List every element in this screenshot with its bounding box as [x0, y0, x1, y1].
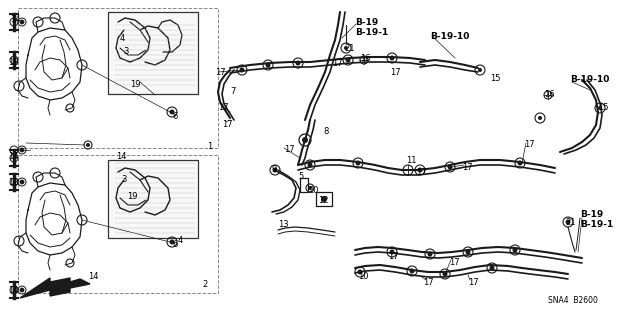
Text: B-19-10: B-19-10: [430, 32, 469, 41]
Circle shape: [598, 106, 602, 110]
Bar: [108, 160, 198, 238]
Circle shape: [355, 160, 360, 166]
Circle shape: [266, 63, 271, 68]
Text: 17: 17: [462, 163, 472, 172]
Circle shape: [321, 196, 327, 202]
Text: 9: 9: [272, 165, 277, 174]
Bar: [108, 12, 198, 94]
Text: 18: 18: [8, 178, 19, 187]
Bar: [18, 8, 218, 148]
Text: B-19
B-19-1: B-19 B-19-1: [580, 210, 613, 229]
Bar: [18, 155, 218, 293]
Text: 17: 17: [218, 103, 228, 112]
Circle shape: [296, 61, 301, 65]
Circle shape: [513, 248, 518, 253]
Text: 17: 17: [388, 252, 399, 261]
Text: 13: 13: [278, 220, 289, 229]
Circle shape: [566, 219, 570, 225]
Circle shape: [344, 46, 348, 50]
Circle shape: [390, 56, 394, 61]
Text: 8: 8: [323, 127, 328, 136]
Circle shape: [428, 251, 433, 256]
Circle shape: [20, 19, 24, 24]
Circle shape: [170, 240, 175, 244]
Text: 18: 18: [8, 58, 19, 67]
Circle shape: [86, 143, 90, 147]
Circle shape: [442, 271, 447, 277]
Circle shape: [410, 269, 415, 273]
Text: 17: 17: [284, 145, 294, 154]
Text: 2: 2: [202, 280, 207, 289]
Circle shape: [447, 165, 452, 169]
Circle shape: [20, 148, 24, 152]
Circle shape: [308, 186, 312, 190]
Circle shape: [417, 167, 422, 173]
Text: 16: 16: [544, 90, 555, 99]
Circle shape: [538, 116, 542, 120]
Text: 16: 16: [360, 54, 371, 63]
Text: 17: 17: [390, 68, 401, 77]
Text: 12: 12: [318, 196, 328, 205]
Text: 15: 15: [598, 103, 609, 112]
Circle shape: [273, 167, 278, 173]
Circle shape: [346, 57, 351, 63]
Text: 6: 6: [172, 112, 177, 121]
Polygon shape: [20, 278, 90, 298]
Text: 10: 10: [358, 272, 369, 281]
Text: 1: 1: [207, 142, 212, 151]
Circle shape: [170, 109, 175, 115]
Text: 7: 7: [230, 87, 236, 96]
Text: 3: 3: [123, 47, 129, 56]
Circle shape: [20, 288, 24, 293]
Circle shape: [239, 68, 244, 72]
Text: 3: 3: [121, 175, 126, 184]
Text: 4: 4: [120, 34, 125, 43]
Text: 14: 14: [8, 152, 19, 161]
Text: 19: 19: [127, 192, 138, 201]
Text: 14: 14: [88, 272, 99, 281]
Circle shape: [518, 160, 522, 166]
Text: 14: 14: [10, 15, 20, 24]
Text: B-19-10: B-19-10: [570, 75, 609, 84]
Text: 17: 17: [222, 120, 232, 129]
Text: 20: 20: [308, 186, 319, 195]
Circle shape: [307, 162, 312, 167]
Circle shape: [465, 249, 470, 255]
Text: 14: 14: [8, 286, 19, 295]
Text: 17: 17: [449, 258, 460, 267]
Text: 14: 14: [116, 152, 127, 161]
Text: 4: 4: [178, 236, 183, 245]
Circle shape: [302, 137, 308, 143]
Text: 6: 6: [172, 240, 177, 249]
Text: 5: 5: [298, 172, 303, 181]
Text: 21: 21: [565, 218, 575, 227]
Circle shape: [390, 249, 394, 255]
Circle shape: [490, 265, 495, 271]
Text: 19: 19: [130, 80, 141, 89]
Text: 17: 17: [332, 59, 342, 68]
Circle shape: [478, 68, 482, 72]
Text: 17: 17: [468, 278, 479, 287]
Text: 15: 15: [490, 74, 500, 83]
Circle shape: [358, 270, 362, 275]
Text: 17: 17: [215, 68, 226, 77]
Text: B-19
B-19-1: B-19 B-19-1: [355, 18, 388, 37]
Text: 17: 17: [416, 168, 427, 177]
Text: 11: 11: [406, 156, 417, 165]
Text: 17: 17: [423, 278, 434, 287]
Text: SNA4  B2600: SNA4 B2600: [548, 296, 598, 305]
Text: 21: 21: [344, 44, 355, 53]
Text: 17: 17: [524, 140, 534, 149]
Circle shape: [20, 180, 24, 184]
